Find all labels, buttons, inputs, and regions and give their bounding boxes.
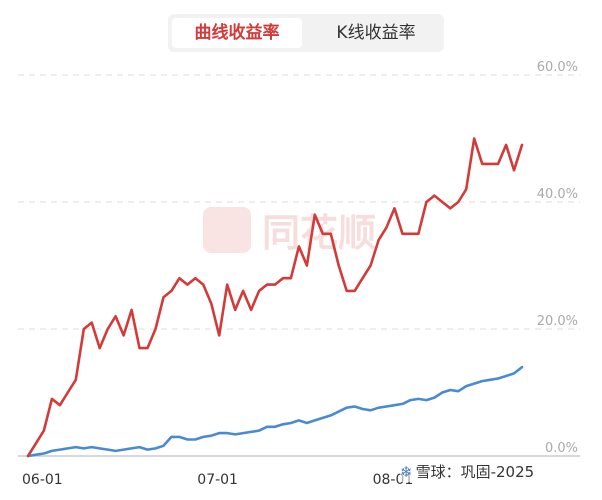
watermark-text: 同花顺 bbox=[262, 211, 376, 255]
x-tick-label: 06-01 bbox=[22, 472, 63, 488]
source-credit: ❄ 雪球：巩固-2025 bbox=[400, 461, 535, 482]
y-tick-label: 60.0% bbox=[537, 60, 578, 75]
y-tick-label: 40.0% bbox=[537, 187, 578, 202]
series-line-blue bbox=[26, 365, 524, 458]
y-tick-label: 0.0% bbox=[545, 441, 578, 456]
credit-text: 雪球：巩固-2025 bbox=[415, 463, 535, 481]
y-tick-label: 20.0% bbox=[537, 314, 578, 329]
tab-kline-return[interactable]: K线收益率 bbox=[336, 23, 416, 43]
snowball-icon: ❄ bbox=[400, 463, 413, 481]
watermark-logo-icon bbox=[203, 207, 251, 253]
chart-mode-tabs: 曲线收益率 K线收益率 bbox=[168, 14, 444, 52]
watermark: 同花顺 bbox=[203, 207, 376, 255]
series-line-red bbox=[26, 137, 524, 458]
x-tick-label: 07-01 bbox=[197, 472, 238, 488]
tab-curve-return[interactable]: 曲线收益率 bbox=[172, 18, 302, 48]
